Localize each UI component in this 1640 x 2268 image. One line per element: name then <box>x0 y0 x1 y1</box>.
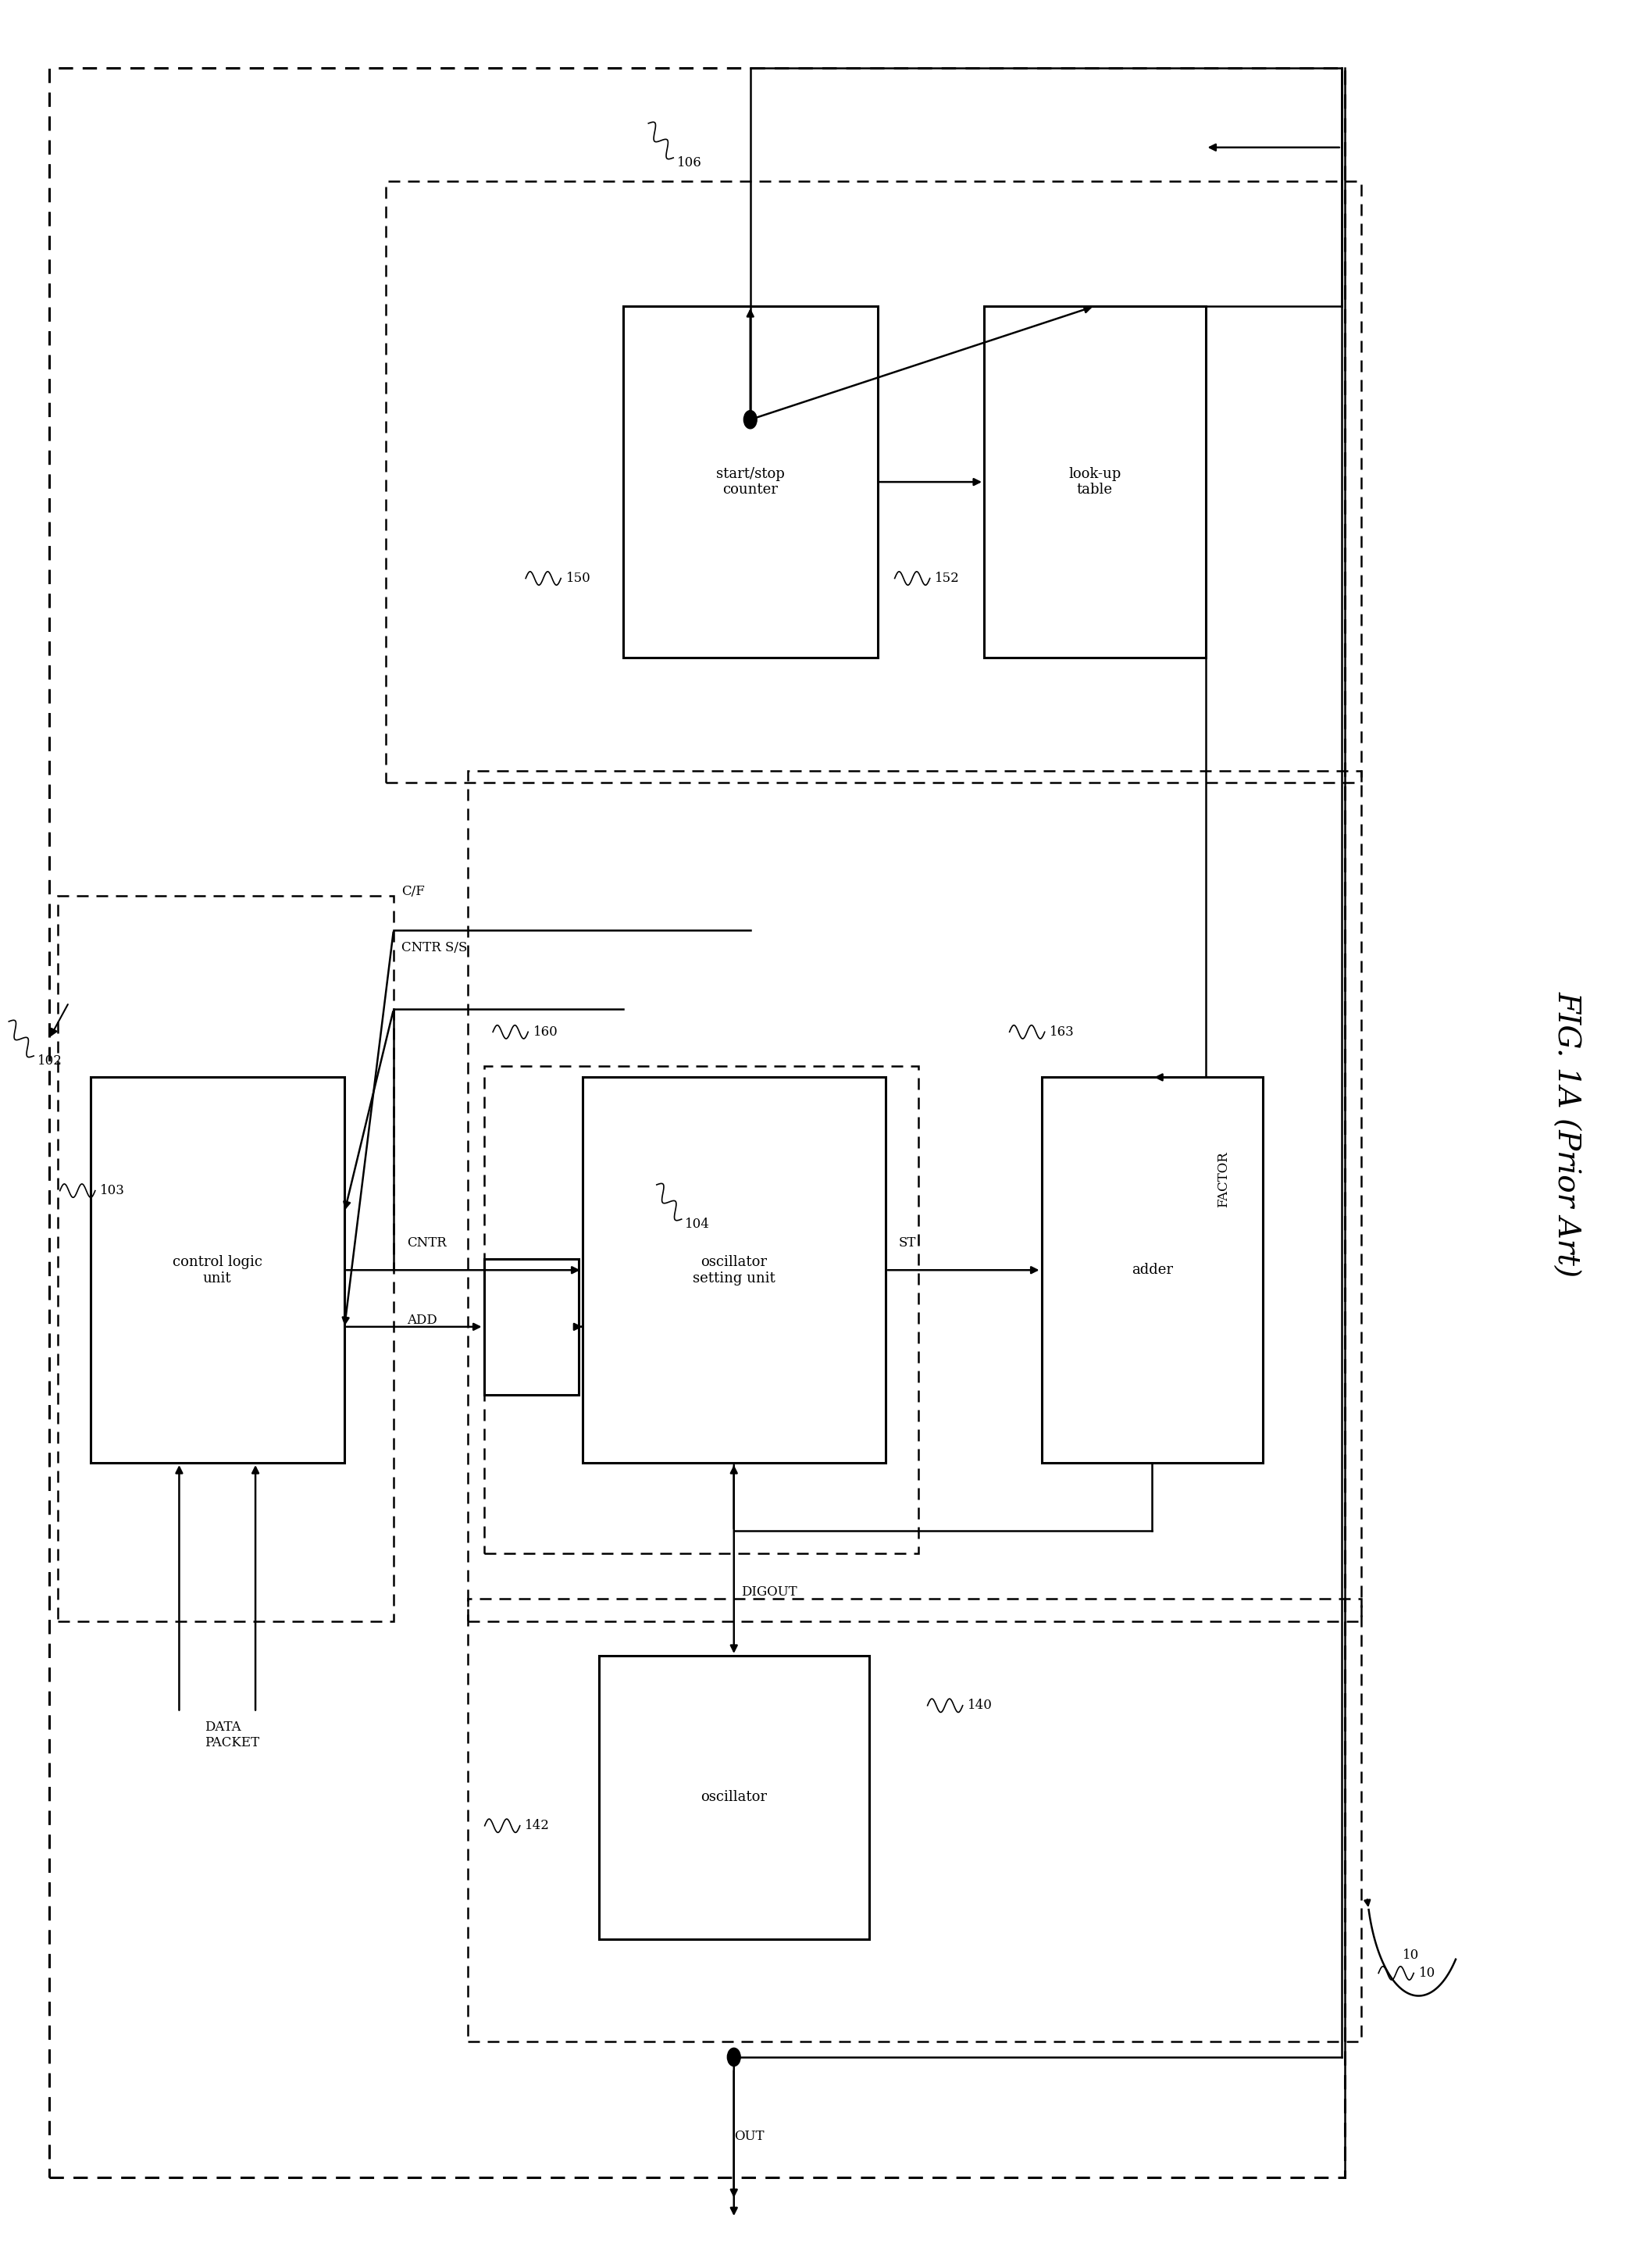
Text: OUT: OUT <box>735 2130 764 2143</box>
Bar <box>484 1066 918 1554</box>
Text: 106: 106 <box>677 156 702 170</box>
Text: ST: ST <box>899 1236 917 1250</box>
Text: FACTOR: FACTOR <box>1217 1152 1230 1207</box>
Text: oscillator: oscillator <box>700 1789 768 1805</box>
Bar <box>467 1599 1361 2041</box>
Text: ADD: ADD <box>407 1313 436 1327</box>
Bar <box>90 1077 344 1463</box>
Text: 142: 142 <box>525 1819 549 1833</box>
Bar <box>57 896 394 1622</box>
Circle shape <box>727 2048 741 2066</box>
Text: 152: 152 <box>935 572 959 585</box>
Text: 10: 10 <box>1402 1948 1419 1962</box>
Bar <box>385 181 1361 782</box>
Bar <box>582 1077 886 1463</box>
Bar <box>467 771 1361 1622</box>
Text: 103: 103 <box>100 1184 125 1198</box>
Text: CNTR: CNTR <box>407 1236 446 1250</box>
Text: DIGOUT: DIGOUT <box>741 1585 797 1599</box>
Text: CNTR S/S: CNTR S/S <box>402 941 467 955</box>
Bar <box>49 68 1345 2177</box>
Text: DATA
PACKET: DATA PACKET <box>205 1721 259 1749</box>
Text: 10: 10 <box>1419 1966 1435 1980</box>
Text: FIG. 1A (Prior Art): FIG. 1A (Prior Art) <box>1551 991 1581 1277</box>
Text: 102: 102 <box>38 1055 62 1068</box>
Bar <box>599 1656 869 1939</box>
Bar <box>484 1259 579 1395</box>
Circle shape <box>745 411 756 429</box>
Bar <box>1041 1077 1263 1463</box>
Text: 140: 140 <box>968 1699 992 1712</box>
Text: 163: 163 <box>1050 1025 1074 1039</box>
Text: 104: 104 <box>686 1218 710 1232</box>
Text: adder: adder <box>1132 1263 1173 1277</box>
Text: 160: 160 <box>533 1025 558 1039</box>
Text: oscillator
setting unit: oscillator setting unit <box>692 1254 776 1286</box>
Bar <box>623 306 877 658</box>
Text: 150: 150 <box>566 572 590 585</box>
Text: C/F: C/F <box>402 885 425 898</box>
Bar <box>984 306 1205 658</box>
Text: control logic
unit: control logic unit <box>172 1254 262 1286</box>
Text: start/stop
counter: start/stop counter <box>717 467 784 497</box>
Text: look-up
table: look-up table <box>1068 467 1122 497</box>
